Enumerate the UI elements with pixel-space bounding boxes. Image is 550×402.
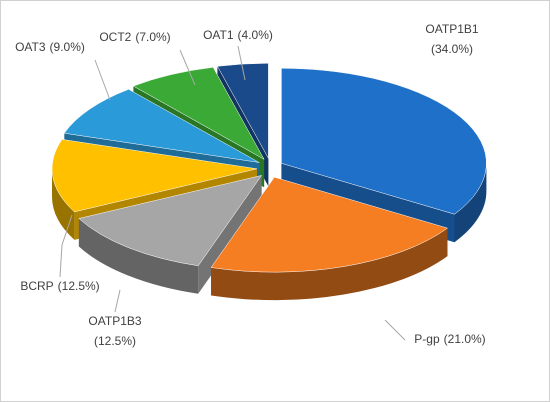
category-label: OATP1B1	[425, 22, 478, 36]
slice	[281, 68, 487, 215]
slice	[210, 176, 449, 273]
slice	[51, 139, 258, 213]
value-label: (9.0%)	[50, 40, 85, 54]
slice-side	[78, 218, 199, 294]
data-label: OAT1 (4.0%)	[203, 28, 273, 42]
data-label: OATP1B1 (34.0%)	[425, 22, 478, 56]
leader-line	[114, 289, 121, 313]
leader-line	[179, 49, 196, 86]
value-label: (4.0%)	[238, 28, 273, 42]
category-label: P-gp	[414, 332, 440, 346]
leader-line	[237, 45, 246, 81]
value-label: (34.0%)	[431, 42, 473, 56]
value-label: (21.0%)	[444, 332, 486, 346]
data-label: P-gp (21.0%)	[414, 332, 485, 346]
slice	[63, 89, 260, 163]
data-label: OCT2 (7.0%)	[99, 30, 170, 44]
value-label: (12.5%)	[58, 279, 100, 293]
category-label: OATP1B3	[88, 314, 141, 328]
data-label: OAT3 (9.0%)	[15, 40, 85, 54]
data-label: OATP1B3 (12.5%)	[88, 314, 141, 348]
category-label: OCT2	[99, 30, 131, 44]
leader-line	[384, 319, 406, 341]
slice	[132, 67, 265, 160]
slice	[78, 175, 263, 267]
category-label: BCRP	[20, 279, 53, 293]
slice-side	[52, 168, 75, 240]
slice	[217, 63, 269, 160]
slice-side	[211, 228, 448, 301]
data-label: BCRP (12.5%)	[20, 279, 99, 293]
value-label: (12.5%)	[94, 334, 136, 348]
category-label: OAT1	[203, 28, 234, 42]
slice-side	[454, 163, 487, 243]
leader-line	[59, 214, 73, 278]
value-label: (7.0%)	[135, 30, 170, 44]
category-label: OAT3	[15, 40, 46, 54]
leader-line	[94, 59, 111, 101]
